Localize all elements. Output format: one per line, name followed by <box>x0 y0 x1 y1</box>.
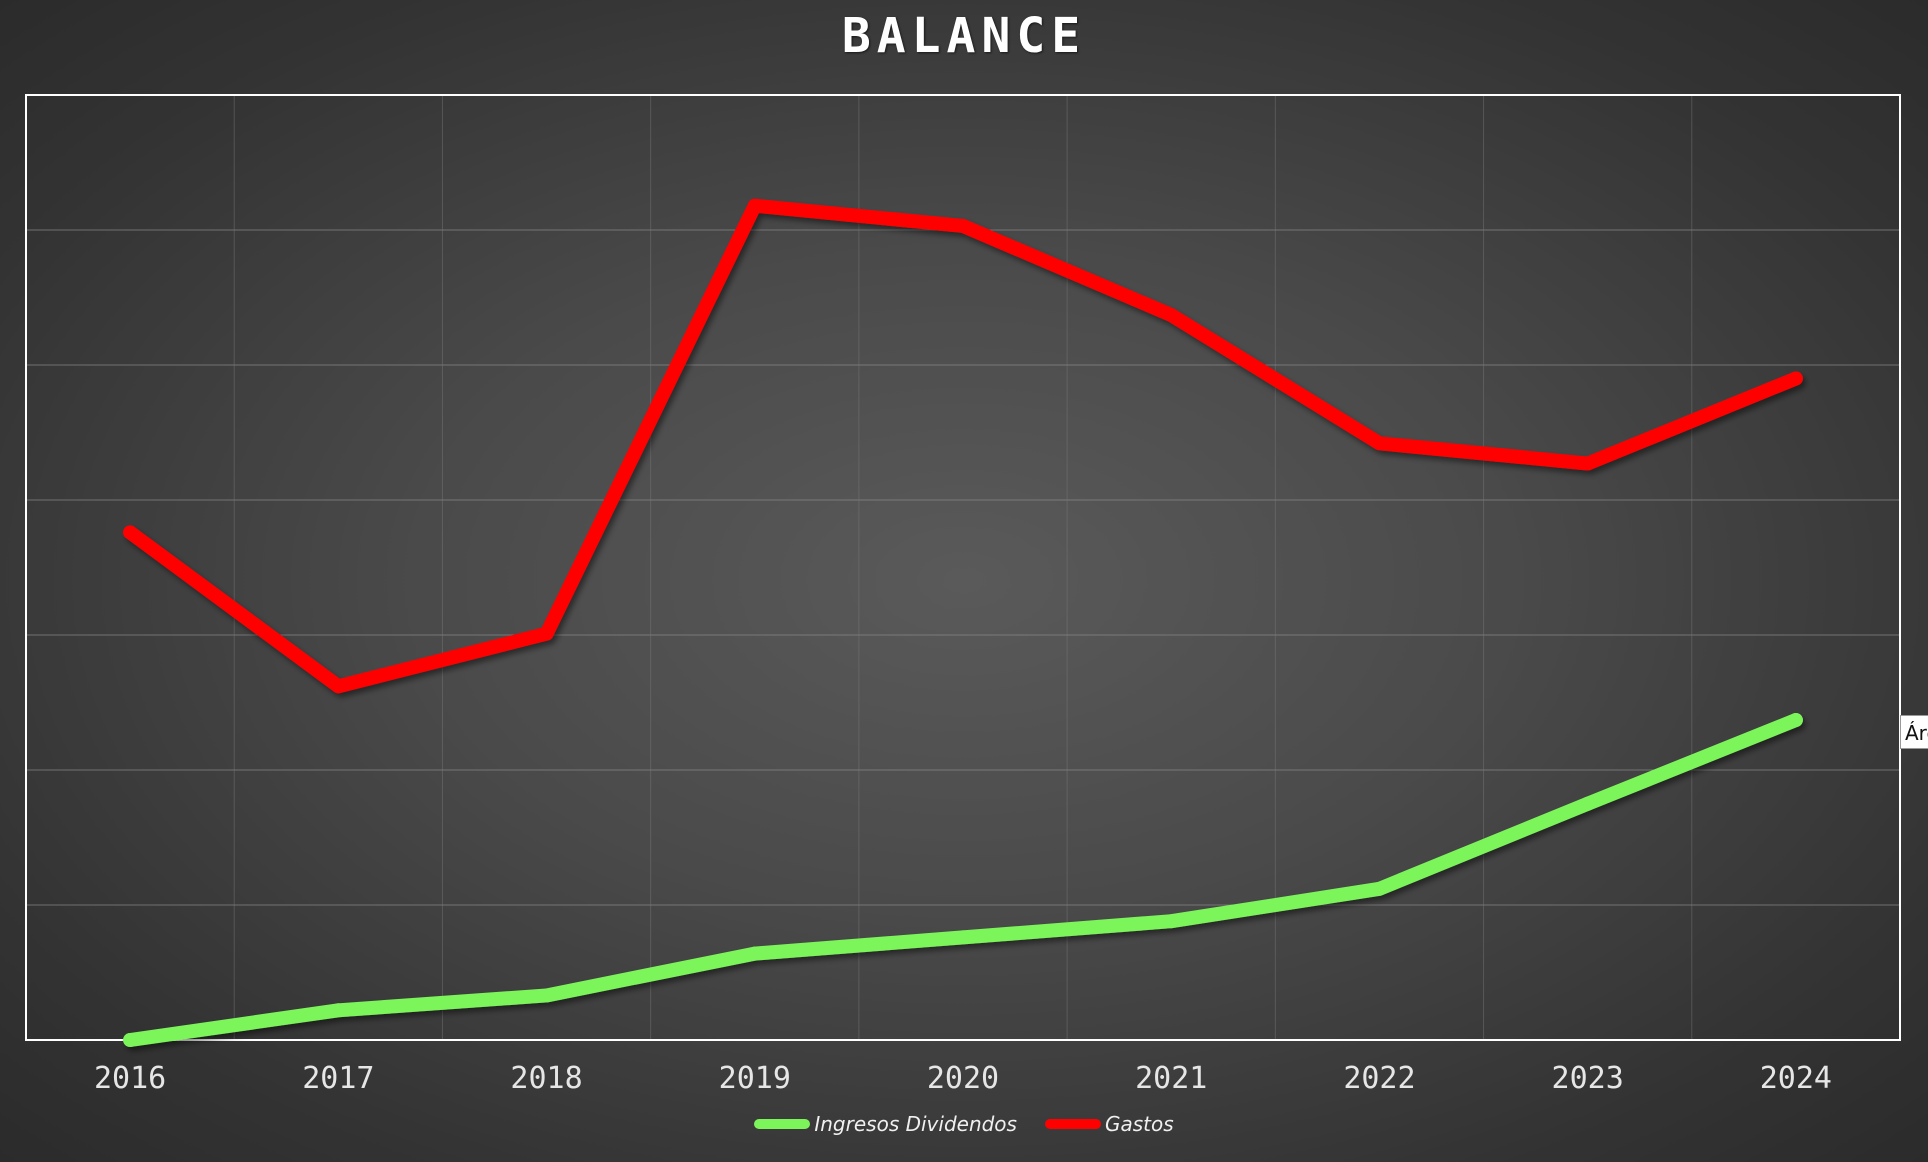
legend-label-gastos: Gastos <box>1104 1112 1174 1136</box>
series-1-point-2017[interactable] <box>331 679 346 694</box>
series-0-point-2021[interactable] <box>1164 914 1179 929</box>
plot-border <box>25 94 1901 1041</box>
gridlines <box>26 95 1900 1040</box>
legend-swatch-gastos <box>1044 1119 1101 1129</box>
series-line-1 <box>123 198 1803 694</box>
series-0-point-2018[interactable] <box>539 988 554 1003</box>
x-tick-label: 2023 <box>1552 1061 1624 1096</box>
x-tick-label: 2022 <box>1343 1061 1415 1096</box>
x-tick-label: 2017 <box>302 1061 374 1096</box>
x-tick-label: 2020 <box>927 1061 999 1096</box>
series-1-point-2019[interactable] <box>747 198 762 213</box>
area-tooltip-tag: Áre <box>1900 715 1928 749</box>
x-tick-label: 2021 <box>1135 1061 1207 1096</box>
x-tick-label: 2016 <box>94 1061 166 1096</box>
legend-item-ingresos[interactable]: Ingresos Dividendos <box>754 1112 1017 1136</box>
series-1-point-2023[interactable] <box>1580 456 1595 471</box>
legend-swatch-ingresos <box>754 1119 811 1129</box>
legend-label-ingresos: Ingresos Dividendos <box>814 1112 1017 1136</box>
chart-title: BALANCE <box>841 8 1087 64</box>
series-layer <box>123 198 1803 1047</box>
series-0-point-2023[interactable] <box>1580 796 1595 811</box>
legend: Ingresos Dividendos Gastos <box>0 1112 1928 1136</box>
series-1-point-2020[interactable] <box>956 218 970 233</box>
legend-item-gastos[interactable]: Gastos <box>1044 1112 1174 1136</box>
series-1-point-2024[interactable] <box>1788 371 1803 386</box>
series-0-point-2022[interactable] <box>1372 881 1387 896</box>
series-0-point-2017[interactable] <box>331 1003 346 1018</box>
series-1-point-2018[interactable] <box>539 626 554 641</box>
series-0-point-2016[interactable] <box>123 1033 138 1047</box>
x-tick-label: 2024 <box>1760 1061 1832 1096</box>
series-0-point-2019[interactable] <box>747 946 762 961</box>
series-0-point-2020[interactable] <box>956 930 970 945</box>
x-tick-label: 2018 <box>510 1061 582 1096</box>
x-axis-ticks: 2016 2017 2018 2019 2020 2021 2022 2023 2024 <box>94 1061 1832 1096</box>
series-0-point-2024[interactable] <box>1788 713 1803 728</box>
series-1-point-2021[interactable] <box>1164 308 1179 323</box>
series-1-point-2022[interactable] <box>1372 436 1387 451</box>
x-tick-label: 2019 <box>719 1061 791 1096</box>
series-line-0 <box>123 713 1803 1047</box>
series-1-point-2016[interactable] <box>123 525 138 540</box>
